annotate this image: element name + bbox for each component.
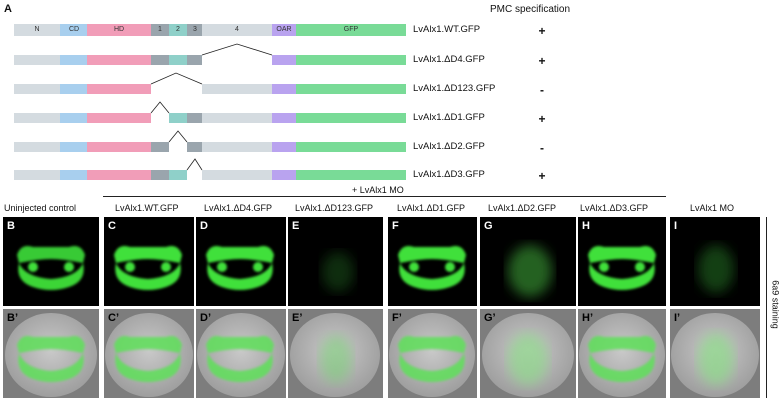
panel-c-prime-dic — [104, 309, 194, 398]
panel-f-label: F — [392, 220, 399, 232]
panel-h-fluorescence — [578, 217, 666, 306]
domain-label-4: 4 — [235, 26, 239, 33]
column-title-dd1: LvAlx1.ΔD1.GFP — [397, 203, 466, 213]
domain-label-gfp: GFP — [343, 26, 359, 33]
column-title-dd123: LvAlx1.ΔD123.GFP — [295, 203, 374, 213]
domain-oar — [272, 24, 296, 36]
pmc-sign-dd2: - — [540, 141, 544, 155]
panel-f-prime-dic — [388, 309, 477, 398]
pmc-sign-dd3: + — [538, 169, 546, 183]
domain-3 — [187, 24, 202, 36]
construct-row-dd3 — [14, 158, 406, 180]
domain-label-oar: OAR — [276, 26, 292, 33]
panel-g-fluorescence — [480, 217, 576, 306]
column-title-dd4: LvAlx1.ΔD4.GFP — [204, 203, 273, 213]
panel-a-label: A — [4, 3, 12, 15]
domain-label-cd: CD — [68, 26, 80, 33]
column-title-dd3: LvAlx1.ΔD3.GFP — [580, 203, 649, 213]
panel-g-prime-label: G’ — [484, 312, 496, 324]
staining-label: 6a9 staining — [770, 280, 781, 329]
staining-bracket-line — [766, 217, 767, 398]
domain-label-3: 3 — [193, 26, 197, 33]
panel-c-label: C — [108, 220, 116, 232]
panel-d-prime-dic — [196, 309, 286, 398]
domain-2 — [169, 24, 187, 36]
panel-i-label: I — [674, 220, 678, 232]
construct-row-dd4 — [14, 43, 406, 65]
domain-4 — [202, 24, 272, 36]
domain-cd — [60, 24, 87, 36]
panel-c-prime-label: C’ — [108, 312, 119, 324]
pmc-specification-header: PMC specification — [490, 4, 571, 15]
pmc-sign-dd1: + — [538, 112, 546, 126]
construct-name-dd2: LvAlx1.ΔD2.GFP — [413, 141, 485, 152]
panel-c-fluorescence — [104, 217, 194, 306]
construct-name-wt: LvAlx1.WT.GFP — [413, 24, 481, 35]
panel-d-prime-label: D’ — [200, 312, 211, 324]
domain-label-hd: HD — [113, 26, 125, 33]
domain-diagram — [14, 24, 406, 180]
column-title-uninjected: Uninjected control — [4, 203, 77, 213]
construct-name-dd4: LvAlx1.ΔD4.GFP — [413, 54, 485, 65]
domain-n — [14, 24, 60, 36]
pmc-sign-wt: + — [538, 24, 546, 38]
mo-bracket-label: + LvAlx1 MO — [352, 185, 404, 195]
panel-d-fluorescence — [196, 217, 286, 306]
domain-label-n: N — [34, 26, 40, 33]
domain-1 — [151, 24, 169, 36]
panel-f-fluorescence — [388, 217, 477, 306]
pmc-sign-dd123: - — [540, 83, 544, 97]
column-title-dd2: LvAlx1.ΔD2.GFP — [488, 203, 557, 213]
domain-label-2: 2 — [176, 26, 180, 33]
panel-g-prime-dic — [480, 309, 576, 398]
panel-f-prime-label: F’ — [392, 312, 402, 324]
panel-b-prime-label: B’ — [7, 312, 18, 324]
domain-hd — [87, 24, 151, 36]
panel-h-prime-label: H’ — [582, 312, 593, 324]
pmc-sign-dd4: + — [538, 54, 546, 68]
panel-i-fluorescence — [670, 217, 760, 306]
panel-e-label: E — [292, 220, 300, 232]
construct-name-dd123: LvAlx1.ΔD123.GFP — [413, 83, 496, 94]
panel-i-prime-dic — [670, 309, 760, 398]
panel-b-label: B — [7, 220, 15, 232]
panel-b-fluorescence — [3, 217, 99, 306]
column-title-mo: LvAlx1 MO — [690, 203, 735, 213]
construct-name-dd1: LvAlx1.ΔD1.GFP — [413, 112, 485, 123]
construct-name-dd3: LvAlx1.ΔD3.GFP — [413, 169, 485, 180]
construct-row-dd1 — [14, 101, 406, 123]
panel-h-prime-dic — [578, 309, 666, 398]
panel-e-prime-label: E’ — [292, 312, 303, 324]
panel-h-label: H — [582, 220, 590, 232]
panel-b-prime-dic — [3, 309, 99, 398]
construct-row-wt — [14, 24, 406, 36]
mo-bracket-line — [103, 196, 666, 197]
column-title-wt: LvAlx1.WT.GFP — [115, 203, 179, 213]
domain-gfp — [296, 24, 406, 36]
construct-row-dd123 — [14, 72, 406, 94]
panel-g-label: G — [484, 220, 493, 232]
domain-label-1: 1 — [158, 26, 162, 33]
panel-d-label: D — [200, 220, 208, 232]
panel-e-prime-dic — [288, 309, 383, 398]
construct-row-dd2 — [14, 130, 406, 152]
panel-e-fluorescence — [288, 217, 383, 306]
panel-i-prime-label: I’ — [674, 312, 681, 324]
